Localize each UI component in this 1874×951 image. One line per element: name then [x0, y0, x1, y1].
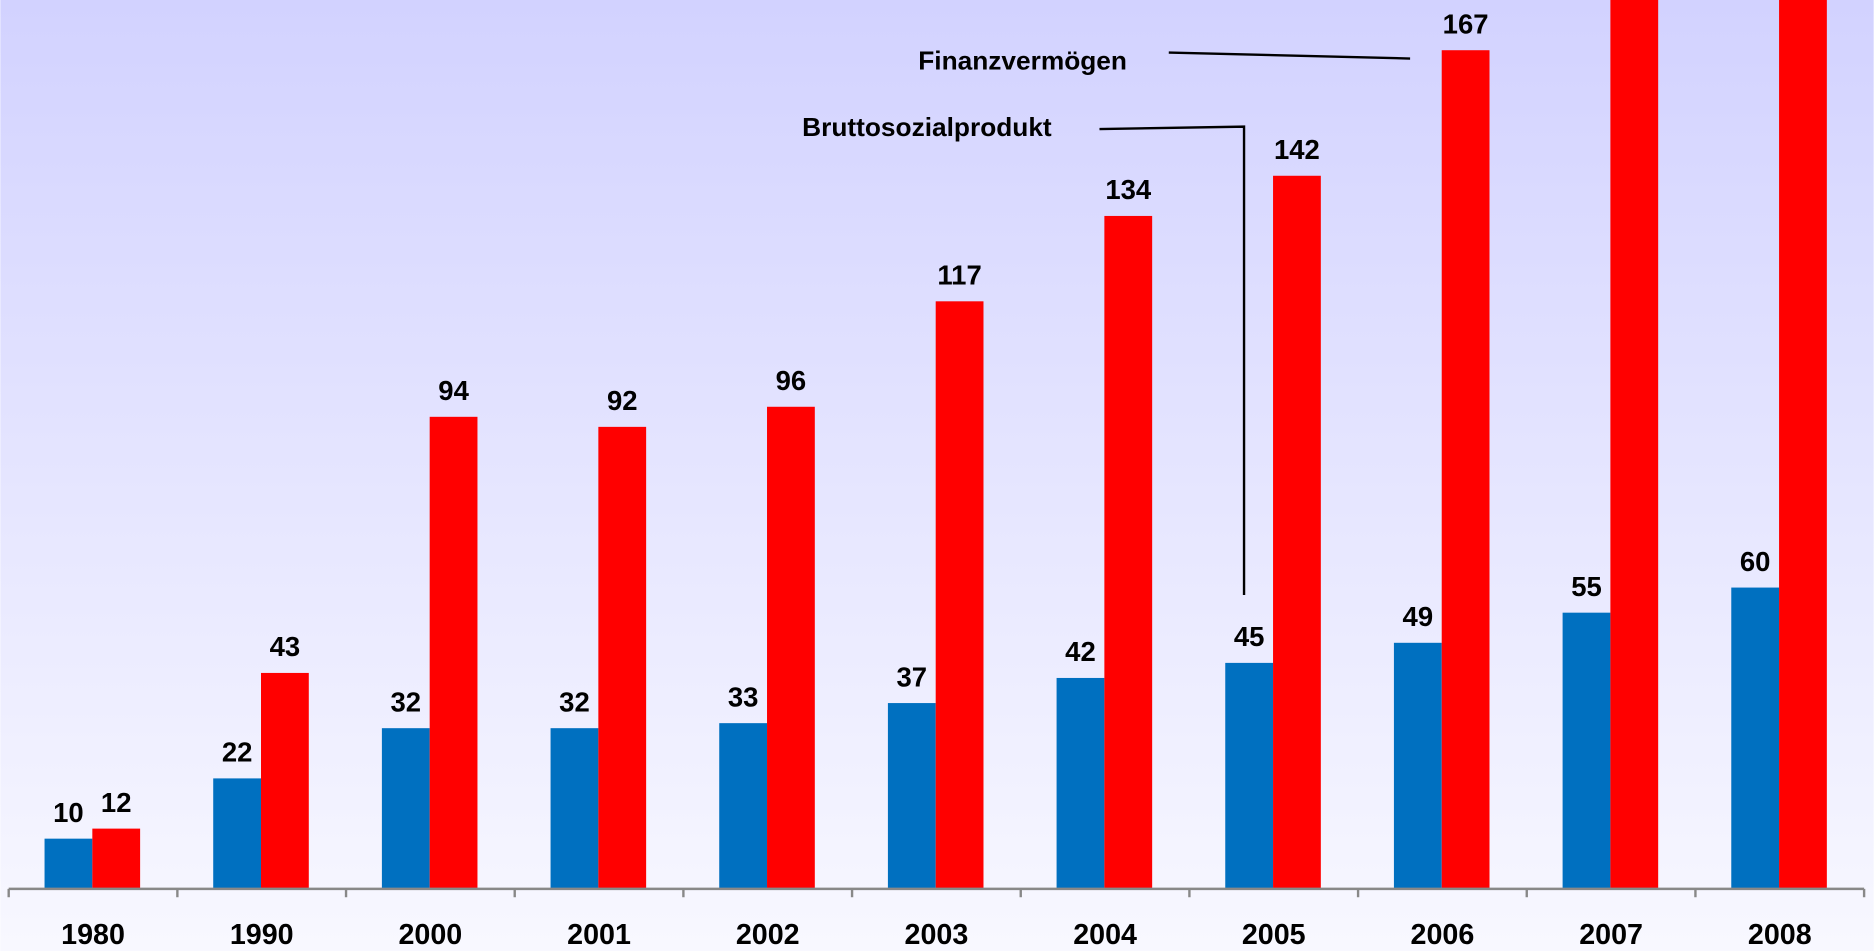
bar [1779, 0, 1827, 889]
data-label: 94 [438, 375, 469, 406]
data-label: 42 [1065, 636, 1096, 667]
bar [213, 778, 262, 889]
bar [598, 426, 647, 889]
data-label: 32 [559, 686, 590, 717]
data-label: 96 [776, 365, 807, 396]
data-label: 45 [1234, 621, 1265, 652]
data-label: 142 [1274, 134, 1320, 165]
bar [887, 703, 936, 889]
bar [1225, 662, 1274, 889]
bar [1610, 0, 1659, 889]
data-label: 134 [1105, 174, 1152, 205]
x-tick-label: 2005 [1242, 919, 1306, 951]
series-label: Bruttosozialprodukt [802, 112, 1052, 142]
data-label: 43 [270, 631, 301, 662]
data-label: 33 [728, 681, 759, 712]
x-tick-label: 2006 [1411, 919, 1475, 951]
x-tick-label: 1980 [61, 919, 125, 951]
bar [429, 416, 478, 889]
x-tick-label: 2002 [736, 919, 800, 951]
x-tick-label: 2004 [1073, 919, 1137, 951]
bar [767, 406, 815, 889]
data-label: 55 [1571, 571, 1602, 602]
bar [1731, 587, 1780, 889]
bar [1441, 50, 1490, 889]
data-label: 167 [1443, 8, 1489, 39]
x-tick-label: 2003 [905, 919, 969, 951]
data-label: 12 [101, 787, 132, 818]
data-label: 117 [937, 260, 981, 291]
bar [550, 728, 599, 889]
data-label: 10 [53, 797, 84, 828]
data-label: 60 [1740, 546, 1771, 577]
bar [92, 828, 141, 889]
bar [1562, 612, 1611, 889]
bar [1393, 642, 1442, 889]
leader-line [1099, 125, 1246, 595]
x-tick-label: 2007 [1579, 919, 1643, 951]
x-tick-label: 2008 [1748, 919, 1812, 951]
bar [44, 838, 93, 889]
data-label: 92 [607, 385, 638, 416]
bar [1273, 175, 1321, 889]
bar [1104, 215, 1153, 889]
bar [1056, 677, 1105, 889]
leader-line [1168, 51, 1411, 60]
bar [719, 723, 768, 889]
bar [935, 301, 984, 889]
x-tick-label: 2001 [567, 919, 631, 951]
data-label: 37 [897, 661, 928, 692]
data-label: 22 [222, 737, 253, 768]
data-label: 49 [1403, 601, 1434, 632]
plot-area [44, 0, 1827, 889]
x-tick-label: 2000 [399, 919, 463, 951]
data-label: 32 [391, 686, 422, 717]
series-label: Finanzvermögen [918, 45, 1127, 75]
bar [261, 672, 309, 889]
x-tick-label: 1990 [230, 919, 294, 951]
bar [381, 728, 430, 889]
